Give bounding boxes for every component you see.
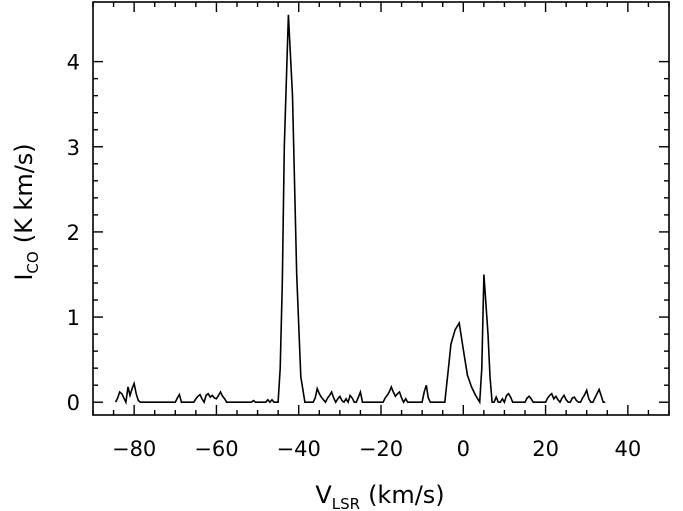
y-tick-label: 0 — [67, 391, 80, 415]
x-axis-label-sub: LSR — [332, 495, 360, 511]
series-line — [114, 14, 606, 405]
x-tick-label: −40 — [277, 437, 321, 461]
x-axis-label: VLSR (km/s) — [315, 481, 444, 511]
x-axis-label-main: V — [315, 481, 332, 509]
x-tick-label: −20 — [359, 437, 403, 461]
plot-frame — [92, 1, 670, 416]
x-tick-label: 0 — [457, 437, 470, 461]
x-axis-ticks: −80 −60 −40 −20 0 20 40 — [92, 2, 670, 461]
y-tick-label: 3 — [67, 136, 80, 160]
x-tick-label: 20 — [532, 437, 559, 461]
x-tick-label: −80 — [112, 437, 156, 461]
x-axis-label-unit: (km/s) — [368, 481, 445, 509]
y-tick-label: 1 — [67, 306, 80, 330]
y-axis-label-main: I — [10, 274, 38, 281]
y-tick-label: 2 — [67, 221, 80, 245]
y-tick-label: 4 — [67, 51, 80, 75]
y-axis-label-sub: CO — [24, 251, 42, 273]
y-axis-ticks: 0 1 2 3 4 — [67, 51, 669, 415]
x-tick-label: 40 — [614, 437, 641, 461]
series-layer — [114, 14, 606, 405]
x-tick-label: −60 — [194, 437, 238, 461]
y-axis-label: ICO (K km/s) — [10, 143, 42, 280]
y-axis-label-unit: (K km/s) — [10, 143, 38, 243]
